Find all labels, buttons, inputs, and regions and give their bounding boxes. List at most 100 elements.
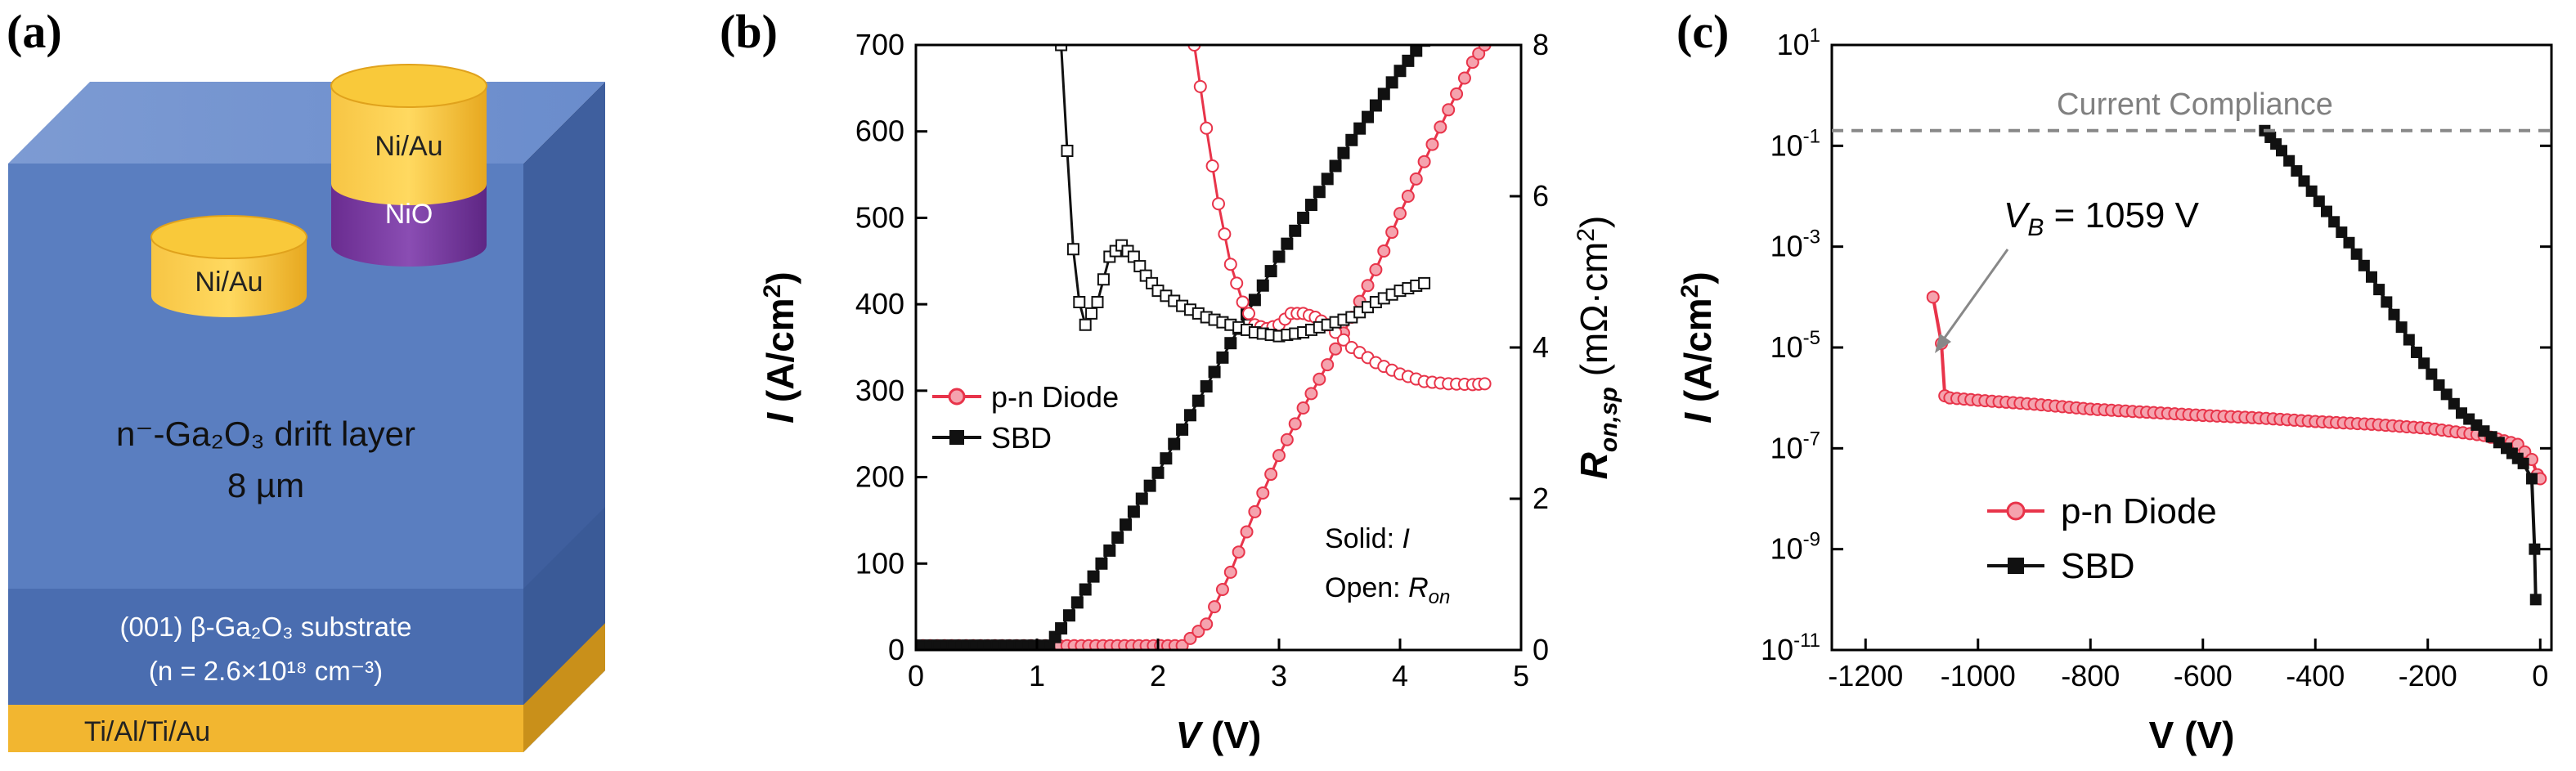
- data-point-pn-ron: [1212, 197, 1225, 211]
- y-tick-label: 10-7: [1770, 428, 1820, 464]
- data-point-pn-ron: [1200, 121, 1214, 135]
- data-point-pn-current: [1296, 401, 1310, 415]
- data-point-sbd-current: [1289, 224, 1302, 237]
- data-point-sbd-current: [1297, 211, 1310, 224]
- panel-b-ylabel: I (A/cm2): [759, 271, 801, 423]
- data-point-pn-current: [1369, 262, 1383, 276]
- data-point-sbd: [2328, 216, 2340, 228]
- data-point-sbd-current: [1410, 45, 1423, 57]
- data-point-sbd-current: [1393, 65, 1407, 78]
- data-point-sbd: [2366, 271, 2377, 283]
- panel-c-ylabel: I (A/cm2): [1676, 271, 1719, 423]
- data-point-pn-ron: [1193, 79, 1207, 93]
- x-tick-label: 3: [1271, 659, 1287, 693]
- substrate-front: [8, 589, 523, 705]
- data-point-sbd: [2276, 145, 2287, 157]
- drift-layer-label: n⁻-Ga₂O₃ drift layer: [116, 415, 415, 453]
- data-point-sbd-current: [1183, 409, 1196, 422]
- data-point-sbd-current: [1200, 380, 1213, 393]
- data-point-pn-current: [1401, 190, 1415, 203]
- data-point-sbd-ron: [1061, 145, 1074, 157]
- panel-c-label: (c): [1676, 5, 1729, 58]
- data-point-sbd-current: [1216, 351, 1229, 364]
- data-point-pn-current: [1264, 468, 1278, 482]
- data-point-sbd-current: [1321, 173, 1334, 186]
- data-point-pn-current: [1393, 207, 1407, 221]
- data-point-sbd: [2291, 165, 2303, 177]
- data-point-sbd-current: [1313, 186, 1326, 199]
- data-point-pn-current: [1442, 103, 1456, 117]
- panel-b-series-group: [916, 45, 1492, 650]
- data-point-sbd-current: [1224, 337, 1237, 350]
- x-tick-label: -400: [2286, 659, 2345, 693]
- data-point-pn-ron: [1187, 45, 1201, 52]
- nio-label: NiO: [385, 199, 433, 230]
- data-point-sbd-current: [1385, 76, 1398, 89]
- panel-b-y2label: Ron,sp (mΩ·cm2): [1573, 216, 1622, 480]
- data-point-sbd-current: [1168, 437, 1181, 450]
- data-point-sbd: [2313, 195, 2325, 208]
- y-tick-label: 100: [855, 546, 904, 580]
- x-tick-label: -800: [2061, 659, 2120, 693]
- data-point-sbd: [2525, 473, 2538, 485]
- data-point-sbd: [2440, 388, 2453, 401]
- data-point-sbd-ron: [1073, 296, 1086, 308]
- panel-a: (a) Ni/Au NiO Ni/Au n⁻-Ga₂O₃ drift layer…: [7, 5, 605, 752]
- y-tick-label: 10-1: [1770, 125, 1820, 162]
- x-tick-label: -600: [2174, 659, 2233, 693]
- data-point-pn-current: [1280, 433, 1294, 446]
- data-point-pn-ron: [1205, 159, 1219, 173]
- drift-thickness-label: 8 µm: [227, 466, 304, 504]
- panel-c-legend: p-n Diode SBD: [1987, 491, 2217, 586]
- data-point-sbd: [2433, 379, 2445, 391]
- substrate-doping-label: (n = 2.6×10¹⁸ cm⁻³): [149, 656, 383, 686]
- data-point-sbd: [2358, 259, 2370, 271]
- series-line-sbd: [2263, 129, 2538, 600]
- data-point-pn-ron: [1223, 258, 1237, 271]
- pn-contact-stack: [330, 64, 487, 267]
- data-point-pn-current: [1313, 372, 1326, 386]
- data-point-sbd-current: [1111, 531, 1124, 545]
- data-point-sbd: [2343, 236, 2355, 249]
- data-point-pn-current: [1183, 631, 1197, 645]
- data-point-sbd-current: [1345, 133, 1358, 146]
- data-point-sbd: [2411, 346, 2422, 358]
- data-point-pn-current: [1425, 137, 1439, 151]
- data-point-sbd-current: [1070, 596, 1084, 609]
- data-point-pn-current: [1304, 387, 1318, 401]
- breakdown-voltage-label: VB = 1059 V: [2004, 195, 2200, 241]
- series-line-sbd-ron: [1060, 45, 1425, 338]
- data-point-sbd-current: [1160, 452, 1173, 465]
- data-point-pn-ron: [1336, 333, 1350, 347]
- data-point-sbd: [2529, 594, 2542, 606]
- data-point-pn-current: [1450, 87, 1464, 101]
- data-point-sbd-current: [1062, 609, 1075, 622]
- y2-tick-label: 4: [1533, 330, 1549, 364]
- x-tick-label: 4: [1392, 659, 1408, 693]
- data-point-sbd-current: [1264, 265, 1277, 278]
- data-point-sbd-current: [1151, 466, 1165, 479]
- data-point-sbd-current: [1256, 279, 1269, 292]
- data-point-pn-current: [1232, 545, 1245, 559]
- data-point-pn-current: [1288, 417, 1302, 431]
- data-point-sbd: [2321, 205, 2332, 217]
- y-tick-label: 300: [855, 374, 904, 407]
- data-point-pn-current: [1223, 565, 1237, 579]
- data-point-pn-current: [1240, 525, 1254, 539]
- data-point-sbd-current: [1337, 146, 1350, 159]
- data-point-pn-current: [1329, 342, 1343, 356]
- y-tick-label: 600: [855, 114, 904, 148]
- data-point-sbd-ron: [1091, 296, 1104, 308]
- legend-pn-label: p-n Diode: [2061, 491, 2217, 531]
- data-point-pn-current: [1175, 639, 1189, 650]
- contact-top-label: Ni/Au: [375, 131, 442, 162]
- panel-c-series-group: [1926, 124, 2547, 606]
- data-point-pn-current: [1409, 172, 1423, 186]
- legend-sbd-marker: [2008, 558, 2024, 574]
- backside-metal-front: [8, 705, 523, 752]
- data-point-pn-current: [1208, 600, 1222, 614]
- substrate-label: (001) β-Ga₂O₃ substrate: [119, 612, 411, 642]
- legend-sbd-marker: [949, 430, 964, 445]
- data-point-sbd-ron: [1085, 307, 1098, 320]
